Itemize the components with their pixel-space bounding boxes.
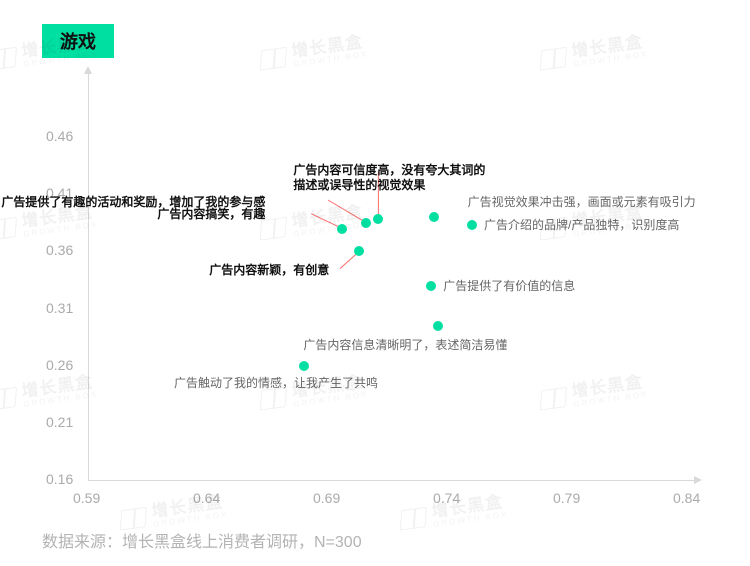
y-tick-label: 0.31 [46,300,73,316]
category-tag-label: 游戏 [60,32,96,52]
data-point [467,220,477,230]
x-tick-label: 0.69 [313,490,340,506]
data-point [337,224,347,234]
y-tick-label: 0.26 [46,357,73,373]
data-point [429,212,439,222]
y-tick-label: 0.21 [46,414,73,430]
y-tick-label: 0.46 [46,128,73,144]
data-point [361,218,371,228]
data-point [299,361,309,371]
data-label: 广告内容可信度高，没有夸大其词的描述或误导性的视觉效果 [293,163,485,193]
data-label: 广告提供了有趣的活动和奖励，增加了我的参与感 [1,195,265,210]
data-point [433,321,443,331]
x-tick-label: 0.74 [433,490,460,506]
footer-source-text: 数据来源：增长黑盒线上消费者调研，N=300 [42,534,362,551]
leader-lines [88,80,688,480]
data-point [373,214,383,224]
data-point [354,246,364,256]
footer-source: 数据来源：增长黑盒线上消费者调研，N=300 [42,528,362,552]
x-tick-label: 0.79 [553,490,580,506]
scatter-plot: 0.590.640.690.740.790.840.160.210.260.31… [88,80,688,480]
x-tick-label: 0.59 [73,490,100,506]
watermark: 增长黑盒GROWTH BOX [0,373,99,414]
data-label: 广告介绍的品牌/产品独特，识别度高 [484,218,679,233]
y-axis [88,72,89,480]
watermark: 增长黑盒GROWTH BOX [259,33,369,74]
data-label: 广告提供了有价值的信息 [443,279,575,294]
data-label: 广告触动了我的情感，让我产生了共鸣 [174,376,378,391]
x-tick-label: 0.84 [673,490,700,506]
y-tick-label: 0.16 [46,471,73,487]
y-tick-label: 0.36 [46,242,73,258]
x-tick-label: 0.64 [193,490,220,506]
category-tag: 游戏 [42,24,114,58]
data-label: 广告视觉效果冲击强，画面或元素有吸引力 [468,195,696,210]
watermark: 增长黑盒GROWTH BOX [539,33,649,74]
data-label: 广告内容信息清晰明了，表述简洁易懂 [303,338,507,353]
data-point [426,281,436,291]
x-axis-arrow [694,476,702,484]
chart-root: 游戏 0.590.640.690.740.790.840.160.210.260… [0,0,750,566]
data-label: 广告内容新颖，有创意 [209,263,329,278]
x-axis [88,480,696,481]
y-axis-arrow [84,66,92,74]
